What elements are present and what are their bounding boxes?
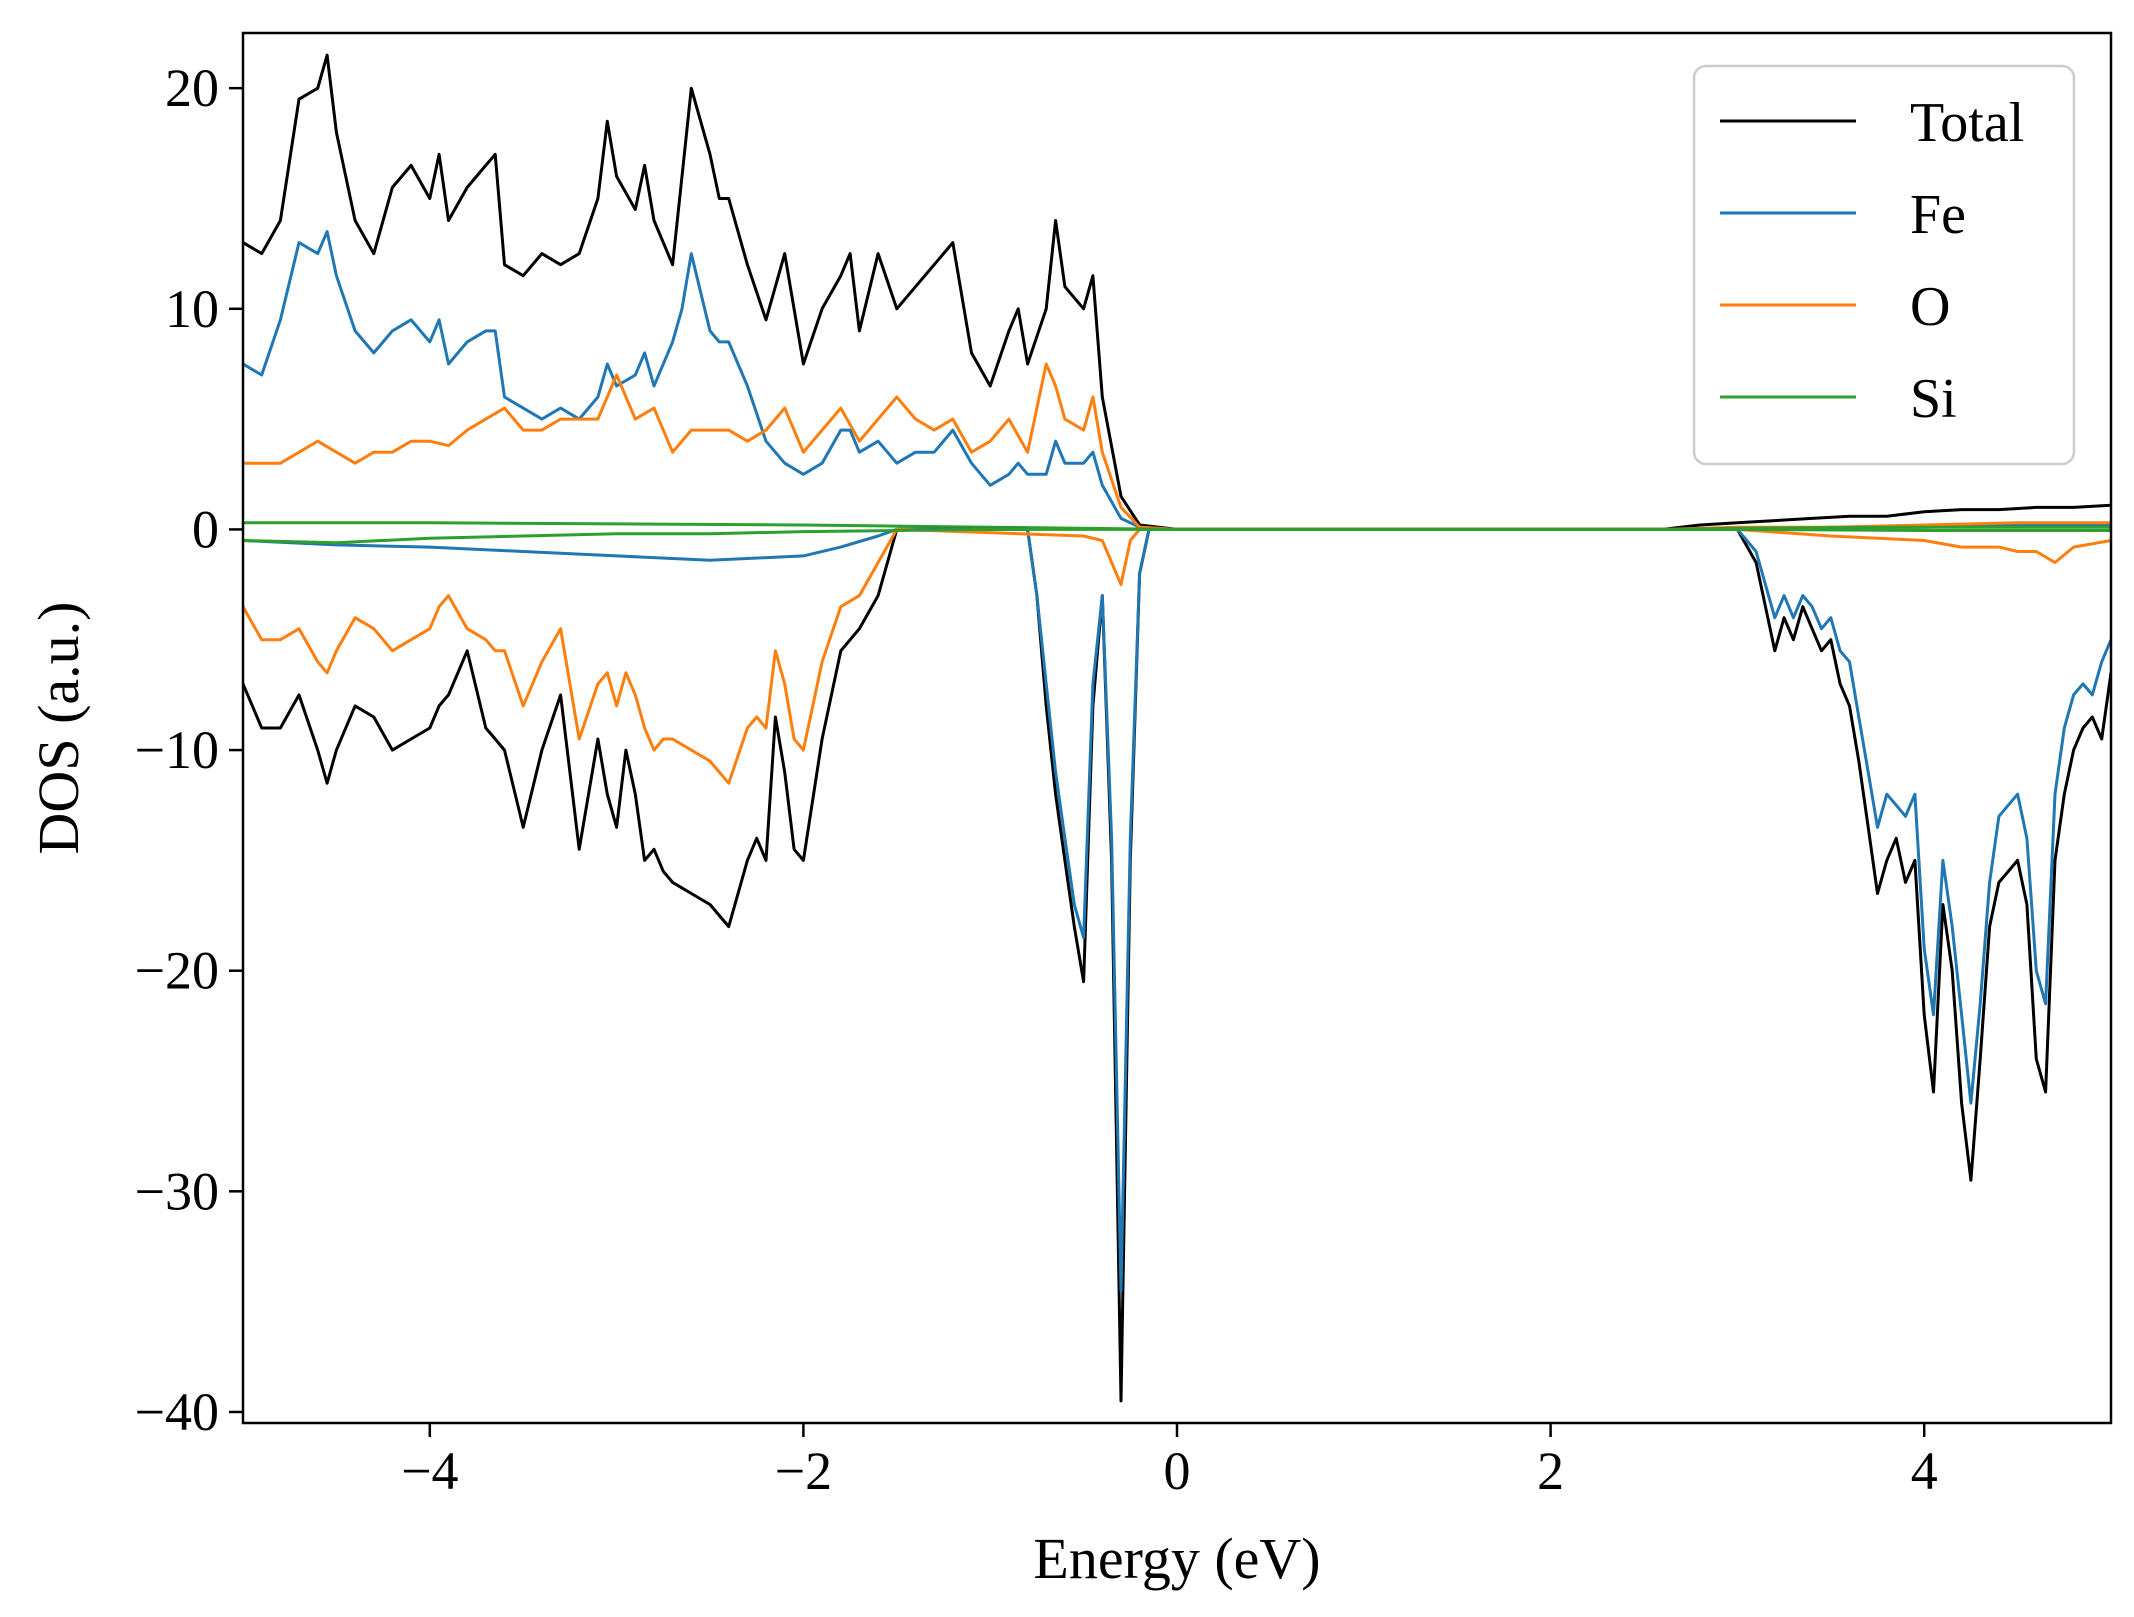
series-layer xyxy=(243,53,2111,1403)
y-axis-label: DOS (a.u.) xyxy=(26,602,91,855)
x-tick-label: 0 xyxy=(1164,1441,1191,1501)
series-line-fe xyxy=(243,230,2111,531)
series-line-spin-down-7 xyxy=(243,527,2111,545)
y-tick-label: −10 xyxy=(135,720,219,780)
legend-label-si: Si xyxy=(1910,368,1957,430)
y-tick-label: −20 xyxy=(135,941,219,1001)
series-line-spin-down-5 xyxy=(243,527,2111,1293)
x-tick-label: 2 xyxy=(1537,1441,1564,1501)
series-line-spin-down-4 xyxy=(243,527,2111,1403)
legend-label-total: Total xyxy=(1910,92,2024,154)
series-line-o xyxy=(243,362,2111,531)
legend: Total Fe O Si xyxy=(1692,64,2076,466)
legend-label-o: O xyxy=(1910,276,1950,338)
y-tick-label: −40 xyxy=(135,1382,219,1442)
y-tick-label: 20 xyxy=(165,58,219,118)
legend-label-fe: Fe xyxy=(1910,184,1966,246)
y-axis: 20 10 0 −10 −20 −30 −40 xyxy=(135,58,243,1442)
x-tick-label: −2 xyxy=(775,1441,832,1501)
x-axis: −4 −2 0 2 4 xyxy=(401,1423,1938,1501)
y-tick-label: 0 xyxy=(192,499,219,559)
legend-box xyxy=(1692,64,2076,466)
series-line-si xyxy=(243,521,2111,531)
y-tick-label: −30 xyxy=(135,1161,219,1221)
x-axis-label: Energy (eV) xyxy=(1033,1526,1320,1591)
x-tick-label: 4 xyxy=(1911,1441,1938,1501)
y-tick-label: 10 xyxy=(165,279,219,339)
x-tick-label: −4 xyxy=(401,1441,458,1501)
